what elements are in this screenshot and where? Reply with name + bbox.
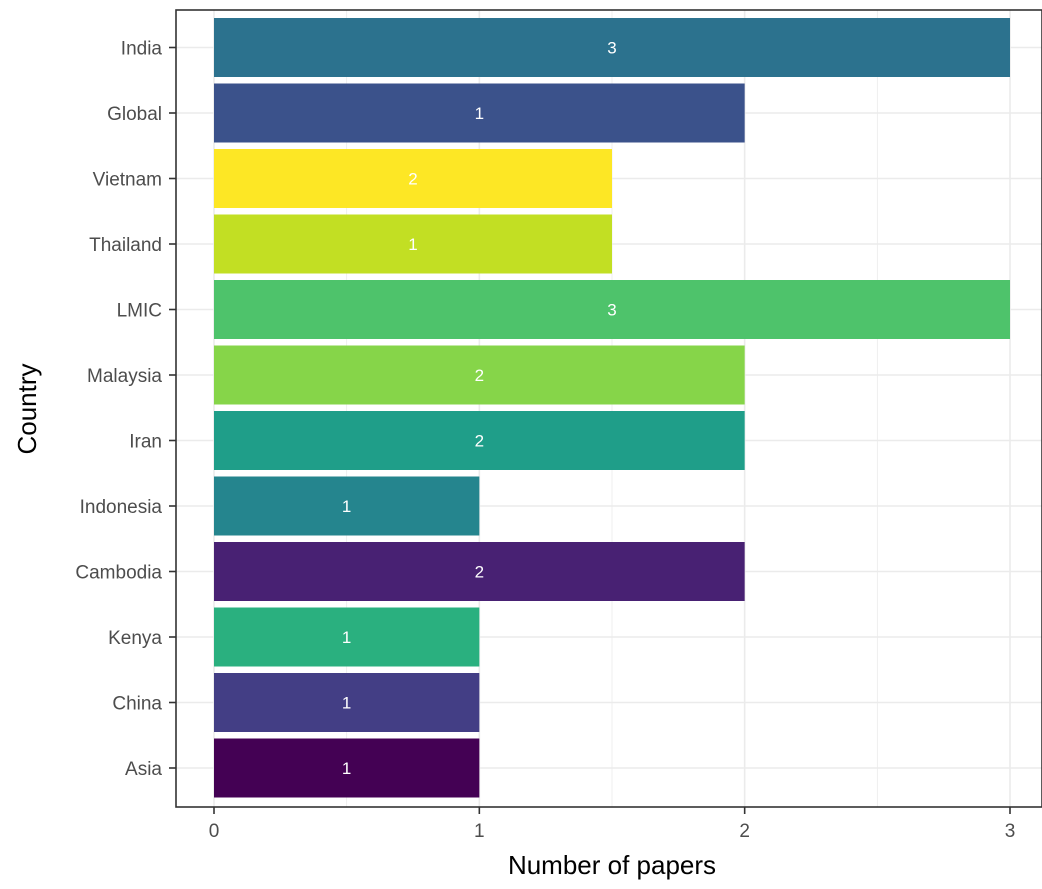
x-axis: 0 1 2 3 bbox=[209, 807, 1016, 842]
y-axis: India Global Vietnam Thailand LMIC Malaysia Ir… bbox=[75, 39, 176, 780]
y-tick-label: LMIC bbox=[117, 301, 162, 322]
y-tick-label: India bbox=[121, 39, 163, 60]
bar-asia bbox=[214, 738, 480, 798]
y-tick-label: Cambodia bbox=[75, 563, 162, 584]
y-tick-label: Thailand bbox=[89, 235, 162, 256]
bar-value-label: 3 bbox=[607, 301, 616, 320]
x-tick-label: 0 bbox=[209, 821, 220, 842]
data-labels: 3 1 2 1 3 2 2 1 2 1 1 1 bbox=[342, 39, 617, 779]
bar-vietnam bbox=[214, 149, 612, 208]
bar-value-label: 1 bbox=[342, 497, 351, 516]
bar-value-label: 3 bbox=[607, 39, 616, 58]
bar-malaysia bbox=[214, 345, 745, 405]
bar-cambodia bbox=[214, 542, 745, 601]
bar-iran bbox=[214, 411, 745, 470]
bar-value-label: 1 bbox=[475, 104, 484, 123]
y-tick-label: China bbox=[112, 694, 162, 715]
y-tick-label: Indonesia bbox=[80, 497, 163, 518]
x-axis-title: Number of papers bbox=[508, 850, 716, 880]
bar-indonesia bbox=[214, 476, 480, 536]
bar-value-label: 1 bbox=[342, 759, 351, 778]
bar-value-label: 1 bbox=[408, 235, 417, 254]
y-tick-label: Global bbox=[107, 104, 162, 125]
bar-value-label: 2 bbox=[475, 563, 484, 582]
bar-value-label: 2 bbox=[408, 170, 417, 189]
y-axis-title: Country bbox=[12, 363, 42, 454]
y-tick-label: Iran bbox=[129, 432, 162, 453]
y-tick-label: Asia bbox=[125, 759, 162, 780]
bar-lmic bbox=[214, 280, 1010, 339]
y-tick-label: Vietnam bbox=[93, 170, 162, 191]
panel-border bbox=[175, 9, 1042, 808]
x-tick-label: 3 bbox=[1005, 821, 1016, 842]
x-tick-label: 2 bbox=[739, 821, 750, 842]
bar-value-label: 2 bbox=[475, 432, 484, 451]
bar-value-label: 2 bbox=[475, 366, 484, 385]
bar-thailand bbox=[214, 214, 612, 274]
bar-value-label: 1 bbox=[342, 694, 351, 713]
bar-kenya bbox=[214, 607, 480, 667]
bars bbox=[214, 18, 1010, 798]
x-tick-label: 1 bbox=[474, 821, 485, 842]
bar-global bbox=[214, 83, 745, 143]
bar-value-label: 1 bbox=[342, 628, 351, 647]
bar-china bbox=[214, 673, 480, 732]
y-tick-label: Kenya bbox=[108, 628, 162, 649]
bar-india bbox=[214, 18, 1010, 77]
y-tick-label: Malaysia bbox=[87, 366, 162, 387]
